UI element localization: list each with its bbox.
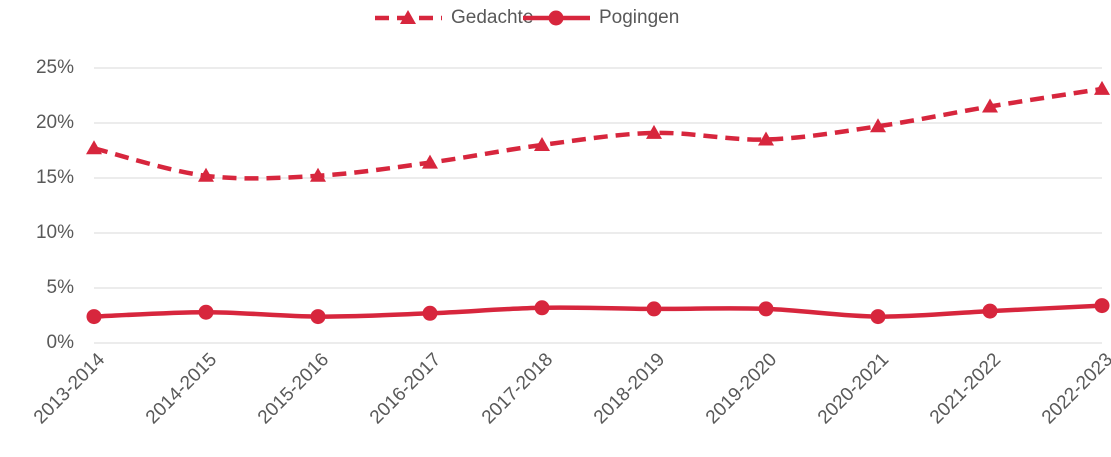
legend-label: Pogingen — [599, 7, 679, 28]
x-tick-label: 2022-2023 — [1038, 349, 1111, 428]
y-tick-label: 20% — [36, 112, 74, 133]
x-tick-label: 2015-2016 — [254, 349, 333, 428]
x-tick-label: 2019-2020 — [702, 349, 781, 428]
y-tick-label: 10% — [36, 222, 74, 243]
y-tick-label: 0% — [47, 332, 75, 353]
marker — [422, 305, 438, 321]
marker — [422, 154, 438, 169]
legend-label: Gedachte — [451, 7, 533, 28]
y-tick-label: 15% — [36, 167, 74, 188]
x-tick-label: 2013-2014 — [30, 349, 109, 428]
marker — [310, 309, 326, 325]
marker — [1094, 298, 1110, 314]
y-tick-label: 5% — [47, 277, 75, 298]
marker — [870, 118, 886, 133]
x-tick-label: 2018-2019 — [590, 349, 669, 428]
legend-marker — [548, 10, 564, 26]
marker — [86, 309, 102, 325]
y-tick-label: 25% — [36, 57, 74, 78]
x-tick-label: 2017-2018 — [478, 349, 557, 428]
marker — [1094, 80, 1110, 95]
marker — [982, 303, 998, 319]
series-line — [93, 303, 1103, 319]
marker — [870, 309, 886, 325]
x-tick-label: 2021-2022 — [926, 349, 1005, 428]
marker — [86, 140, 102, 155]
x-tick-label: 2020-2021 — [814, 349, 893, 428]
marker — [758, 301, 774, 317]
x-tick-label: 2014-2015 — [142, 349, 221, 428]
marker — [198, 304, 214, 320]
marker — [758, 131, 774, 146]
series-line — [93, 86, 1103, 181]
legend-marker — [400, 10, 416, 24]
marker — [646, 124, 662, 139]
marker — [982, 98, 998, 113]
marker — [310, 167, 326, 182]
x-tick-label: 2016-2017 — [366, 349, 445, 428]
marker — [534, 300, 550, 316]
marker — [198, 167, 214, 182]
marker — [534, 137, 550, 151]
marker — [646, 301, 662, 317]
